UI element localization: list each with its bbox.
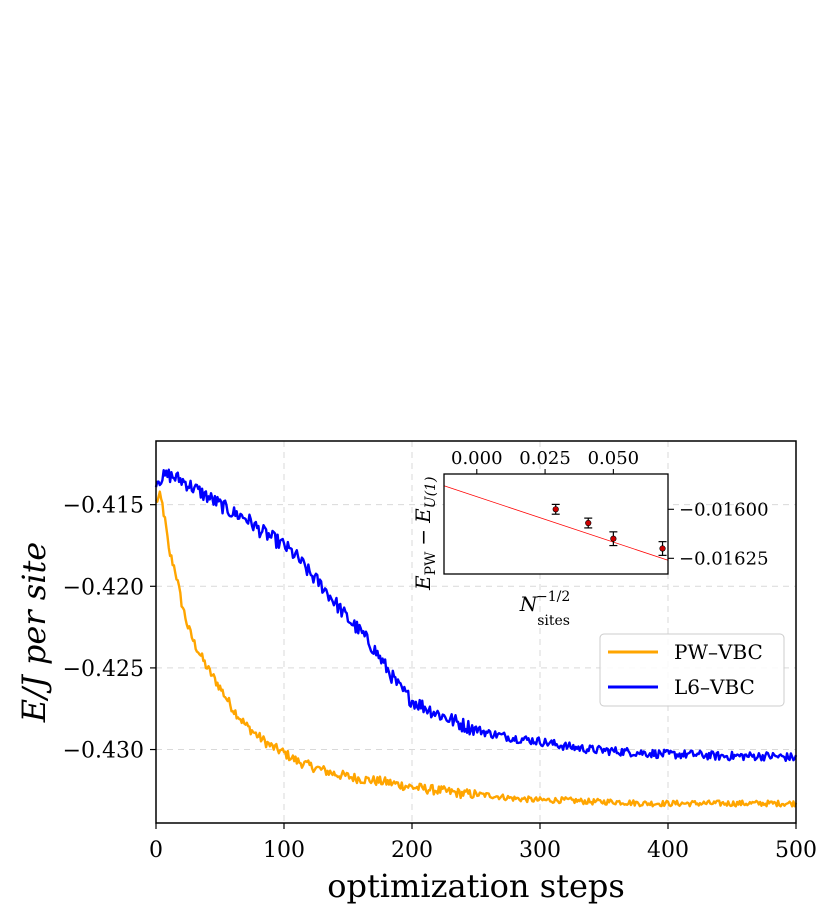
inset-x-label: Nsites−1/2 [519,589,571,629]
x-tick-label: 300 [519,838,561,863]
inset-data-point [610,535,617,542]
x-tick-label: 200 [391,838,433,863]
inset-y-tick-label: −0.01600 [679,499,769,520]
x-tick-label: 400 [647,838,689,863]
inset-x-tick-label: 0.050 [588,448,640,469]
inset-content [443,485,669,561]
y-tick-label: −0.420 [63,575,144,600]
x-axis-label: optimization steps [327,867,625,905]
y-tick-label: −0.430 [63,739,144,764]
main-plot-frame [155,440,797,824]
legend: PW–VBC L6–VBC [599,633,785,707]
legend-label-pw-vbc: PW–VBC [674,640,763,664]
legend-label-l6-vbc: L6–VBC [674,675,755,699]
y-tick-label: −0.415 [63,494,144,519]
inset-fit-line [443,485,669,561]
main-series [154,468,798,808]
inset-background [444,474,668,574]
y-axis-label: E/J per site [15,542,53,723]
inset-data-point [585,519,592,527]
inset-x-tick-label: 0.025 [519,448,571,469]
inset-y-label: EPW−EU(1) [411,477,439,591]
series-line-l6-vbc [154,468,798,762]
inset-data-point [552,506,559,513]
x-tick-label: 0 [149,838,163,863]
inset-ticks: 0.000 0.025 0.050 −0.01600 −0.01625 [451,448,769,569]
series-line-pw-vbc [155,490,798,808]
inset-frame [443,473,669,575]
inset-data-point [659,545,666,552]
inset-x-tick-label: 0.000 [451,448,503,469]
x-tick-label: 100 [263,838,305,863]
y-tick-label: −0.425 [63,657,144,682]
main-ticks: 0 100 200 300 400 500 −0.415 −0.420 −0.425 −0.430 [63,494,817,863]
x-tick-label: 500 [775,838,817,863]
inset-y-tick-label: −0.01625 [679,548,769,569]
